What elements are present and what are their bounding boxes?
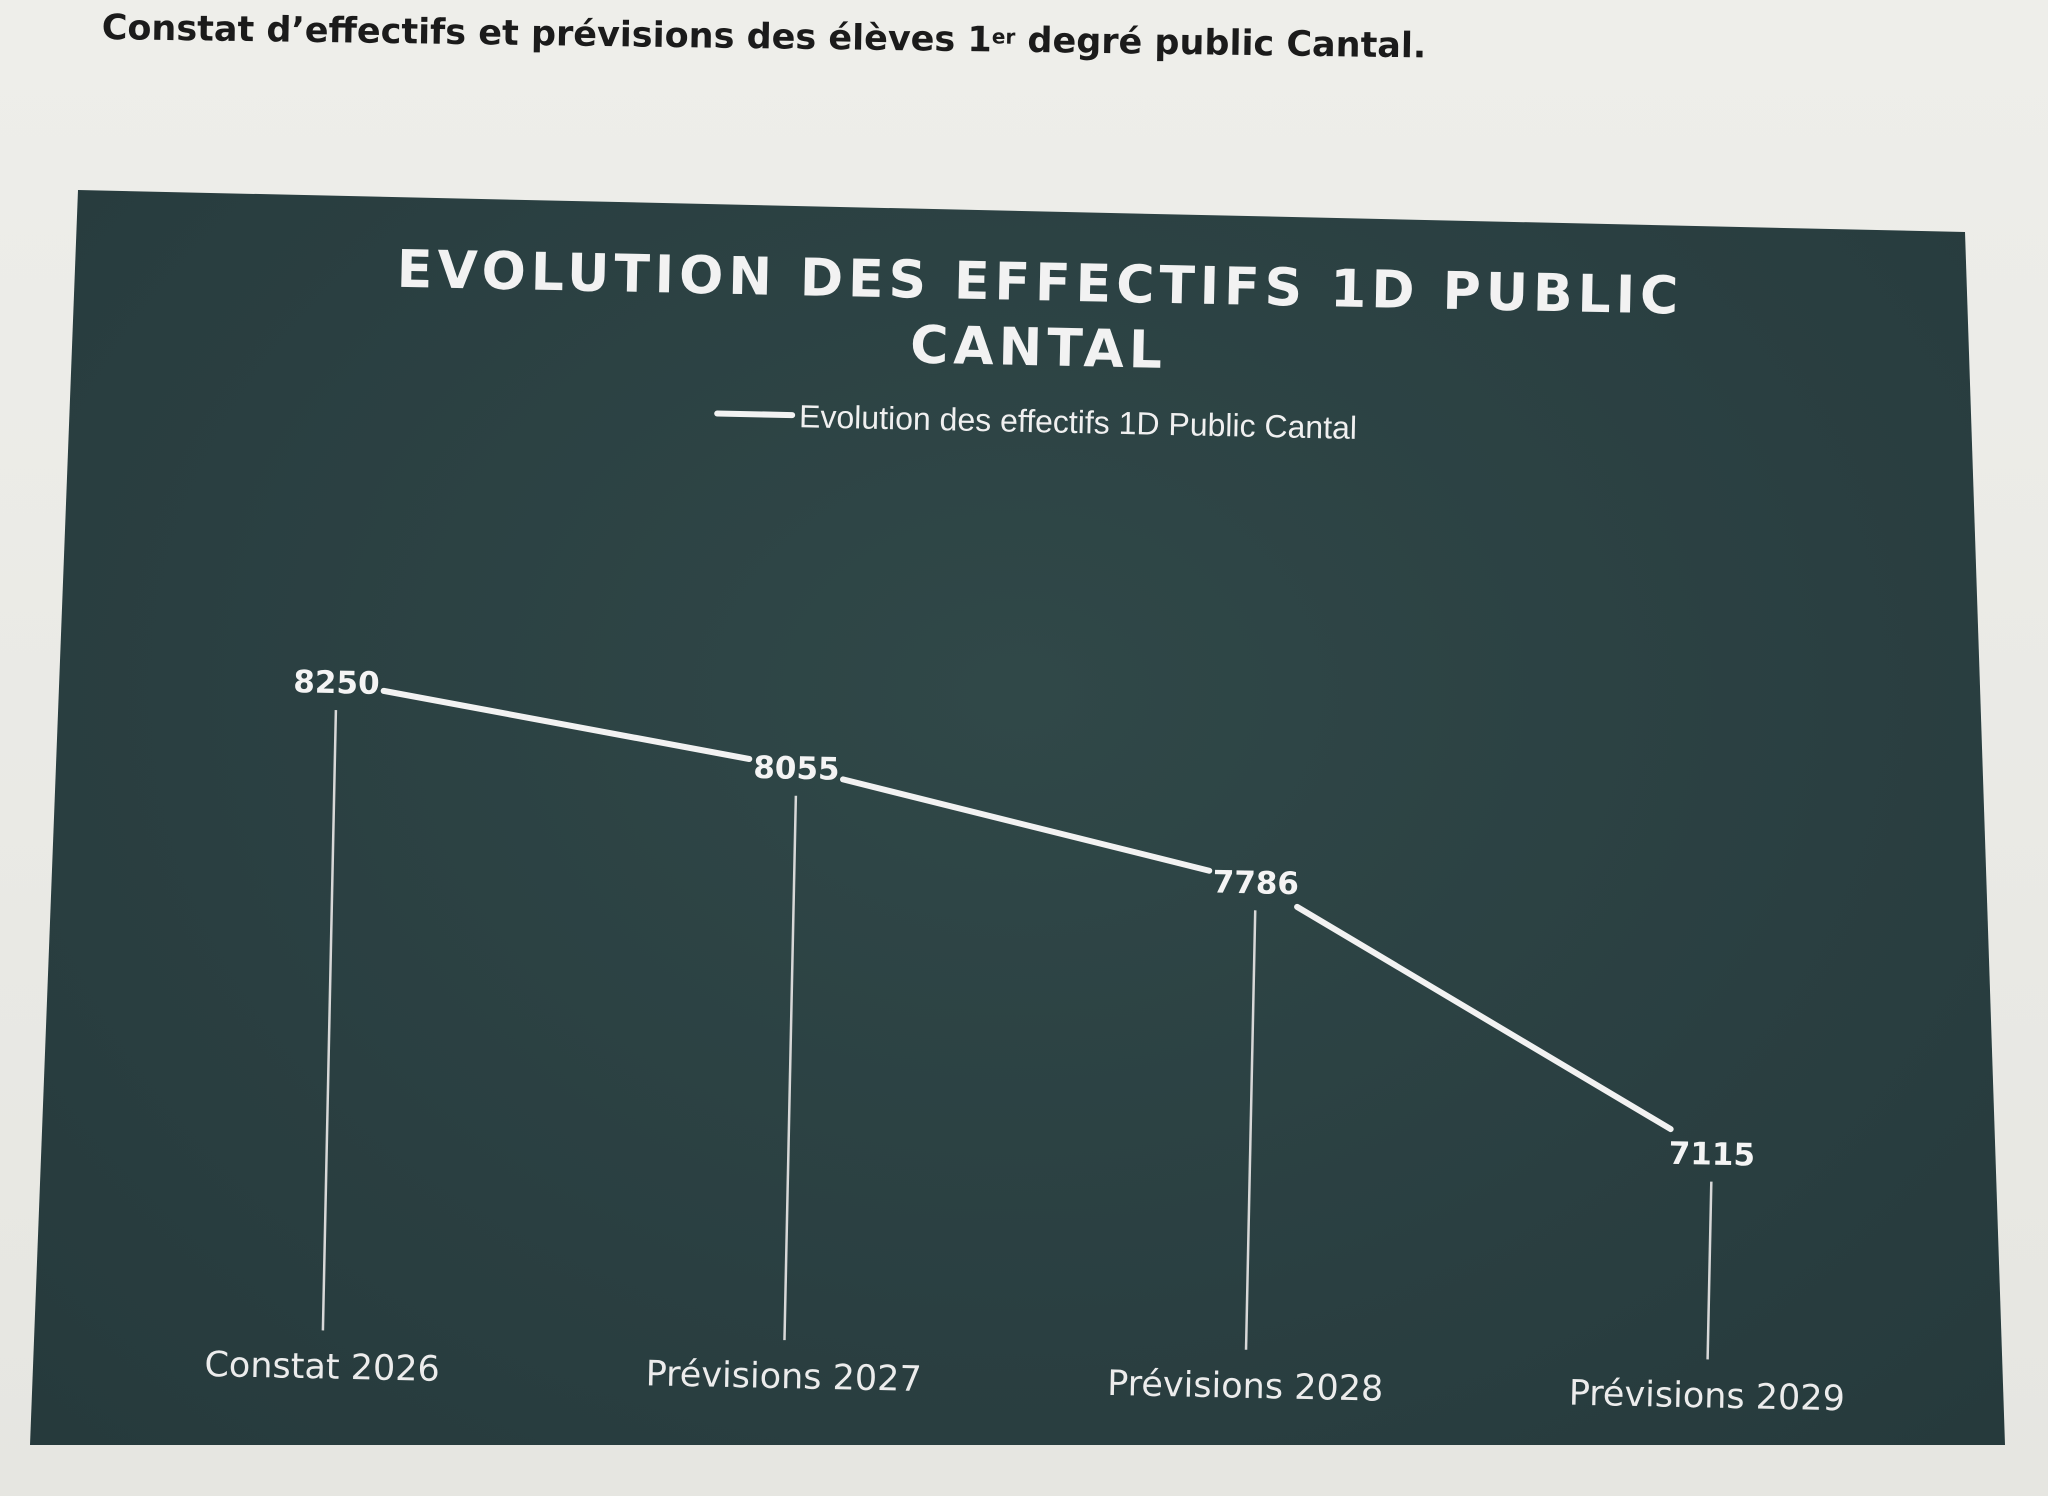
legend-line-swatch	[714, 410, 796, 419]
series-lines	[380, 687, 1674, 1133]
drop-line-1	[321, 710, 338, 1331]
series-segment-3	[1294, 903, 1674, 1133]
legend-label: Evolution des effectifs 1D Public Cantal	[799, 398, 1358, 446]
data-labels: 8250 8055 7786 7115	[293, 664, 1755, 1174]
drop-line-3	[1244, 910, 1257, 1350]
category-label-1: Constat 2026	[204, 1345, 440, 1390]
category-labels: Constat 2026 Prévisions 2027 Prévisions 20…	[204, 1345, 1845, 1419]
chart-title-line2: CANTAL	[910, 316, 1168, 381]
category-label-2: Prévisions 2027	[645, 1354, 922, 1400]
drop-lines	[321, 710, 1713, 1360]
drop-line-2	[783, 795, 798, 1341]
series-segment-1	[380, 687, 753, 762]
chart-panel	[30, 190, 2005, 1445]
data-label-3: 7786	[1212, 864, 1299, 902]
chart-title-line1: EVOLUTION DES EFFECTIFS 1D PUBLIC	[396, 240, 1684, 327]
data-label-2: 8055	[753, 750, 840, 788]
category-label-3: Prévisions 2028	[1107, 1364, 1384, 1410]
data-label-1: 8250	[293, 664, 380, 702]
series-segment-2	[840, 776, 1213, 874]
category-label-4: Prévisions 2029	[1568, 1374, 1845, 1420]
data-label-4: 7115	[1668, 1136, 1755, 1174]
drop-line-4	[1706, 1181, 1713, 1360]
